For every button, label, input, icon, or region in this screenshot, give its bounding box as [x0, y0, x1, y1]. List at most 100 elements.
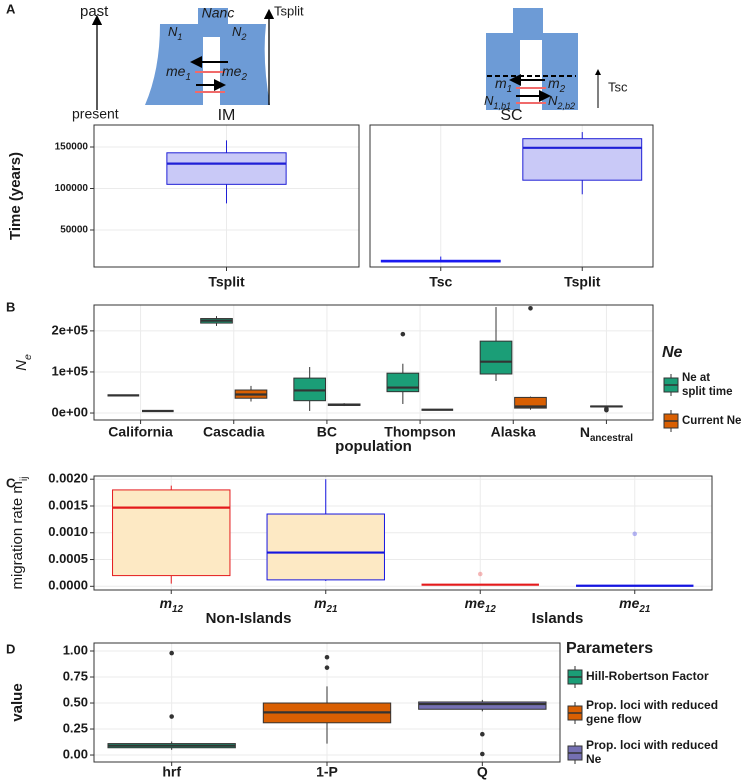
diagram-label: present	[72, 106, 119, 122]
legend-label-line: Current Ne	[682, 415, 741, 427]
label-sub: 2	[240, 32, 246, 42]
diagram-label: me2	[222, 63, 247, 83]
y-tick-label: 0.75	[63, 668, 88, 683]
x-tick-label: Tsplit	[564, 274, 601, 290]
diagram-label: N1	[168, 24, 182, 42]
legend-label-line: Hill-Robertson Factor	[586, 669, 709, 683]
outlier	[480, 751, 485, 757]
label-main: m	[548, 75, 560, 91]
legend-label-line: Ne	[586, 752, 602, 766]
y-tick-label: 1.00	[63, 642, 88, 657]
diagram-label: me1	[166, 63, 191, 83]
label-sub: 12	[485, 604, 496, 615]
diagram-label: Nanc	[202, 5, 235, 21]
outlier	[477, 571, 483, 577]
outlier	[632, 531, 638, 537]
label-main: N	[548, 93, 558, 108]
label-main: m	[160, 595, 172, 611]
y-tick-label: 0.0005	[48, 551, 88, 566]
im-shape	[145, 8, 270, 105]
y-tick-label: 2e+05	[51, 322, 88, 337]
label-sub: 12	[172, 604, 183, 615]
legend-title: Parameters	[566, 640, 653, 657]
legend-label-line: Ne at	[682, 372, 713, 384]
label-sub: 21	[638, 604, 650, 615]
outlier	[169, 714, 174, 719]
y-axis-title: value	[9, 683, 26, 721]
diagram-label: Tsplit	[274, 3, 304, 18]
diagram-label: m1	[495, 75, 512, 95]
x-tick-label: Tsc	[429, 274, 452, 290]
label-main: N	[168, 24, 178, 39]
label-main: me	[166, 63, 186, 79]
box	[166, 152, 287, 185]
y-axis-title: Time (years)	[7, 152, 24, 240]
outlier	[324, 654, 330, 660]
x-tick-label: Alaska	[491, 424, 536, 440]
panel-border	[93, 304, 654, 421]
diagram-label: past	[80, 3, 109, 20]
diagram-label: m2	[548, 75, 566, 95]
label-main: N	[484, 93, 494, 108]
legend-label: Prop. loci with reduced Ne	[586, 738, 721, 766]
label-sub: 1	[177, 32, 182, 42]
panel-label: A	[6, 1, 16, 16]
outlier	[528, 305, 533, 311]
label-sub: 21	[326, 604, 338, 615]
label-sub: 1	[507, 84, 512, 95]
label-main: N	[580, 424, 590, 440]
x-tick-label: Thompson	[384, 424, 456, 440]
label-main: me	[465, 595, 485, 611]
x-tick-label: Tsplit	[208, 274, 245, 290]
box	[479, 340, 513, 375]
label-main: migration rate m	[9, 481, 26, 589]
y-tick-label: 50000	[60, 225, 88, 236]
y-tick-label: 0.00	[63, 746, 88, 761]
x-tick-label: m12	[160, 595, 184, 615]
label-main: m	[314, 595, 326, 611]
panel-title: SC	[500, 107, 522, 124]
y-tick-label: 0.25	[63, 720, 88, 735]
box	[112, 489, 231, 577]
label-main: me	[619, 595, 639, 611]
legend-label: Current Ne	[682, 415, 741, 427]
y-axis-title: Ne	[13, 354, 34, 371]
x-tick-label: me21	[619, 595, 650, 615]
label-sub: ancestral	[590, 433, 633, 444]
label-main: N	[13, 360, 30, 371]
label-sub: 2	[559, 84, 566, 95]
label-main: N	[232, 24, 242, 39]
panel-title: IM	[218, 107, 236, 124]
y-tick-label: 0.0020	[48, 471, 88, 486]
y-tick-label: 1e+05	[51, 363, 88, 378]
panel-border	[93, 475, 713, 591]
label-sub: e	[22, 354, 34, 360]
box	[418, 701, 547, 710]
x-tick-label: 1-P	[316, 764, 338, 780]
legend-label-line: Prop. loci with reduced	[586, 738, 721, 752]
label-sub: 2,b2	[556, 101, 575, 111]
diagram-label: N2,b2	[548, 93, 575, 111]
box	[514, 396, 547, 409]
y-axis-title: migration rate mij	[9, 476, 30, 589]
label-sub: 1,b1	[493, 101, 511, 111]
label-main: me	[222, 63, 242, 79]
label-sub: ij	[18, 476, 30, 481]
x-tick-label: Cascadia	[203, 424, 265, 440]
y-tick-label: 0.0000	[48, 578, 88, 593]
x-tick-label: BC	[317, 424, 337, 440]
y-tick-label: 0e+00	[51, 404, 88, 419]
label-sub: 2	[240, 72, 247, 83]
x-tick-label: hrf	[162, 764, 181, 780]
legend-label-line: gene flow	[586, 712, 642, 726]
outlier	[400, 331, 406, 337]
legend-label: Hill-Robertson Factor	[586, 669, 709, 683]
legend-label: Prop. loci with reduced gene flow	[586, 698, 721, 726]
box	[386, 372, 420, 393]
y-tick-label: 150000	[55, 142, 89, 153]
x-tick-label: Q	[477, 764, 488, 780]
group-label: Islands	[532, 610, 584, 627]
y-tick-label: 0.50	[63, 694, 88, 709]
